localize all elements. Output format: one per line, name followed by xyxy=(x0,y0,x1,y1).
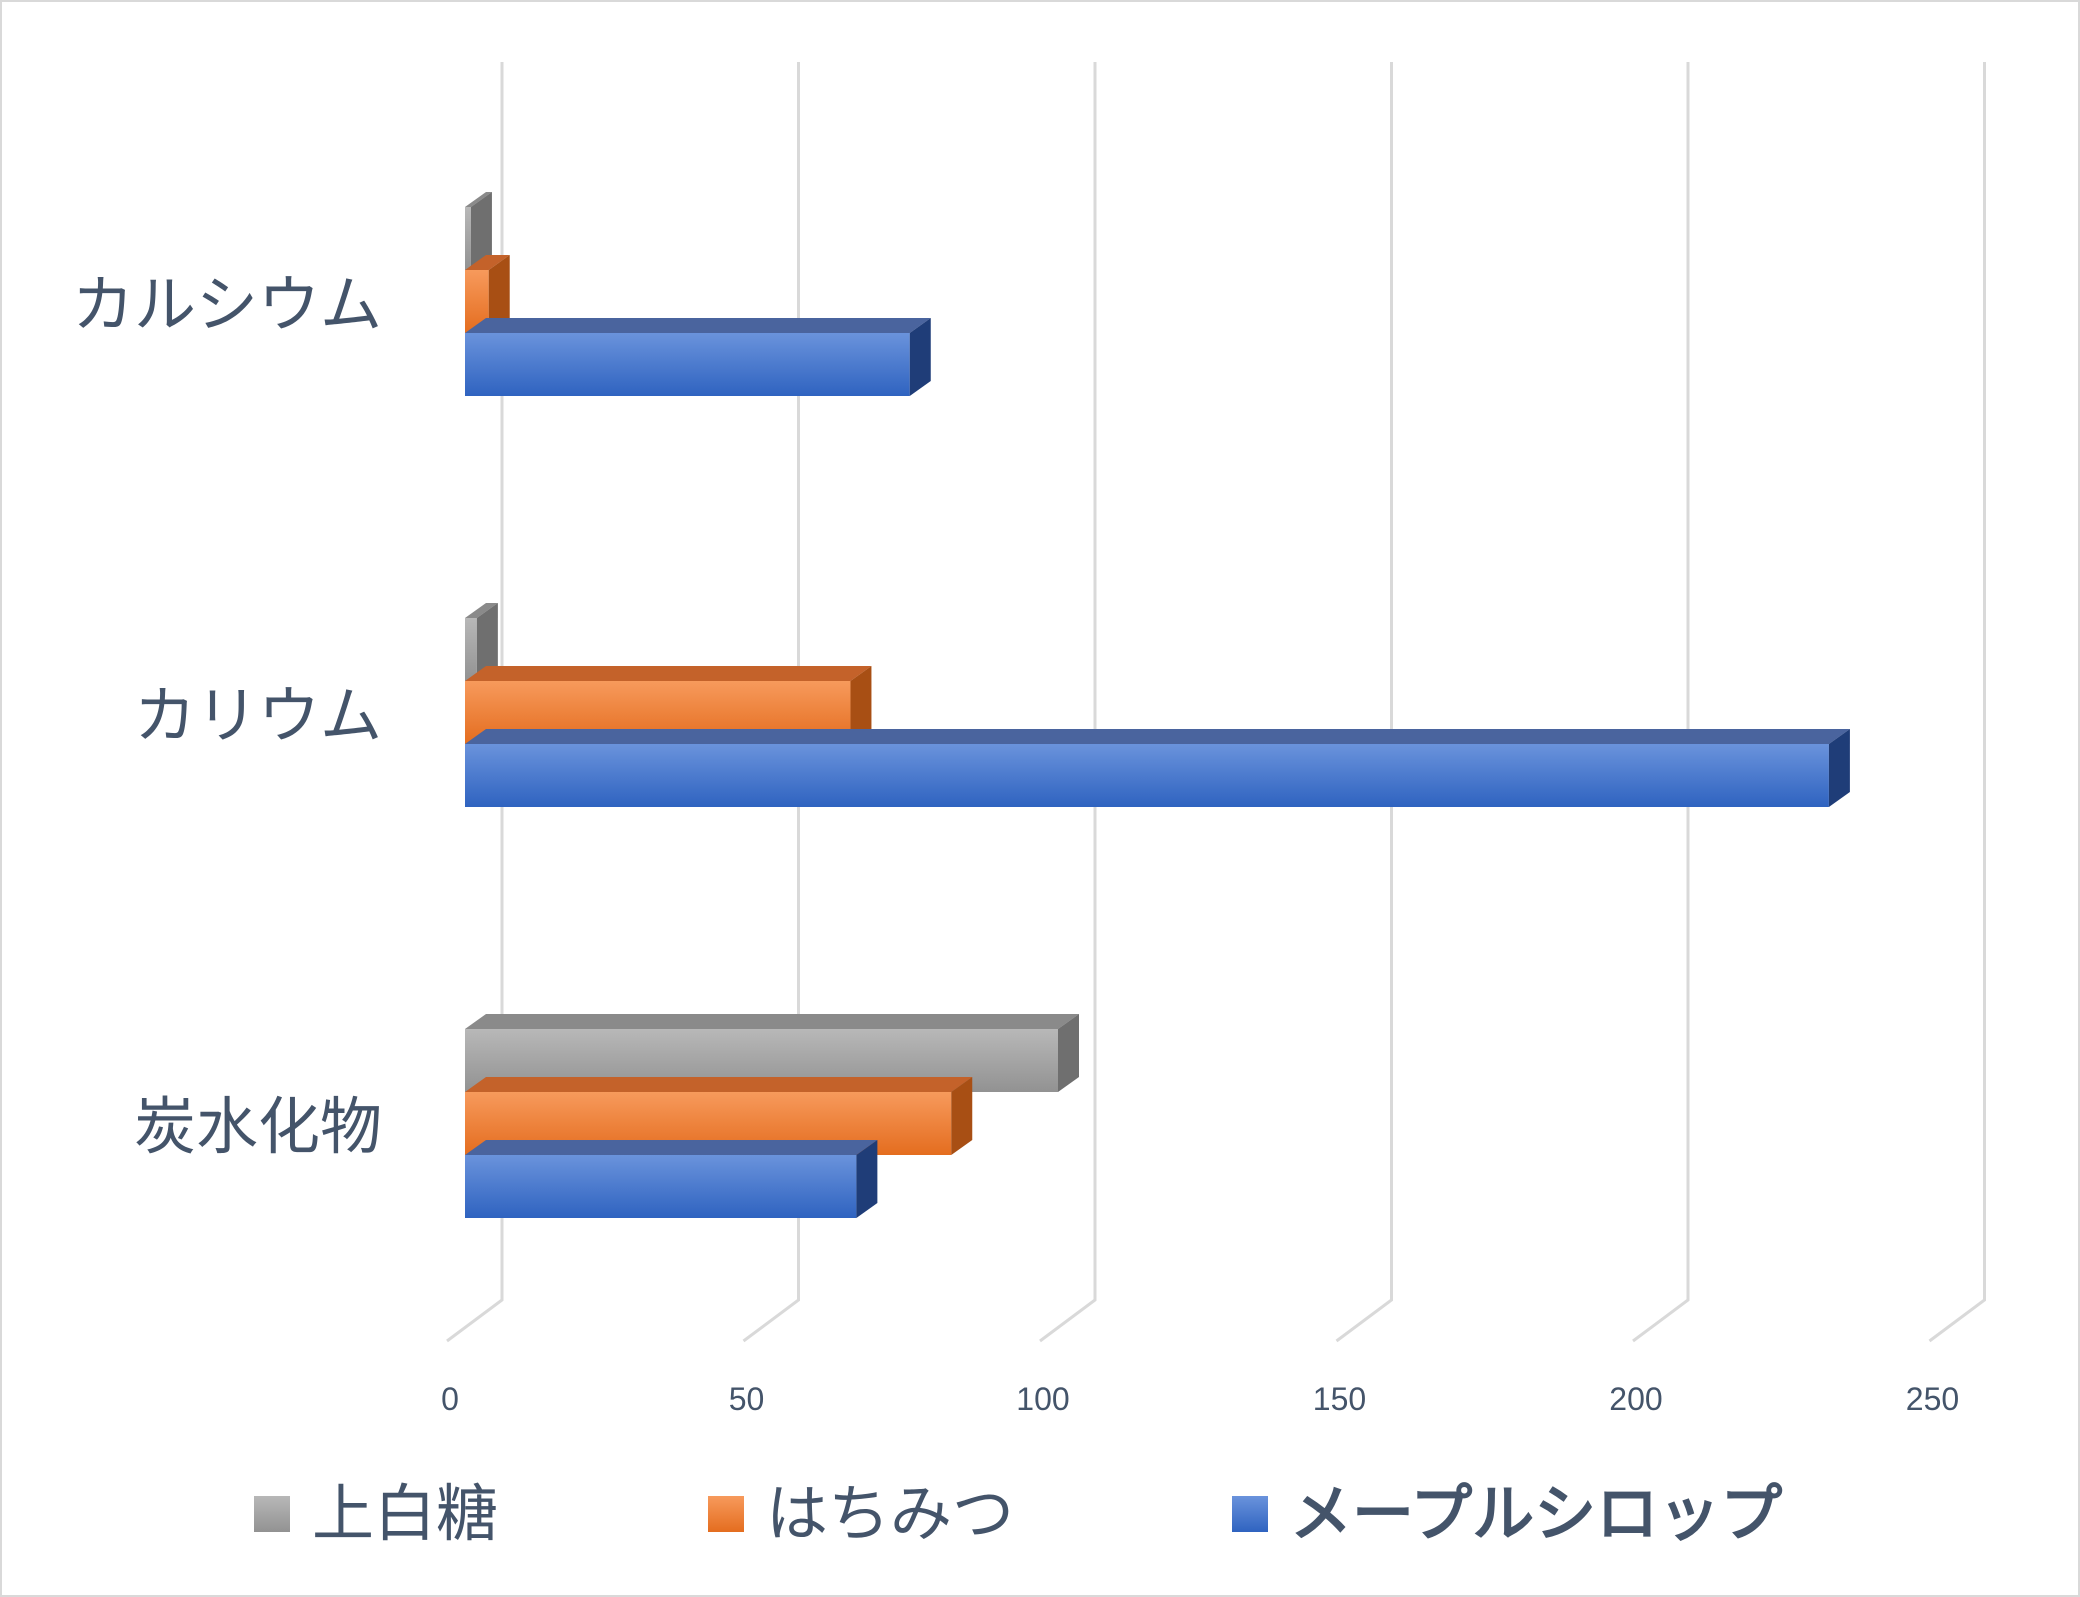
category-label: カリウム xyxy=(134,679,382,752)
legend-item: はちみつ xyxy=(708,1477,1014,1550)
legend-item: メープルシロップ xyxy=(1232,1477,1782,1550)
x-tick-label: 50 xyxy=(729,1381,765,1417)
bar xyxy=(465,318,931,396)
legend-swatch xyxy=(254,1496,290,1532)
gridline xyxy=(1039,62,1097,1343)
gridline xyxy=(1928,62,1986,1343)
gridline xyxy=(742,62,800,1343)
x-tick-label: 100 xyxy=(1016,1381,1069,1417)
x-tick-label: 0 xyxy=(441,1381,459,1417)
bar xyxy=(465,729,1850,807)
x-tick-label: 150 xyxy=(1313,1381,1366,1417)
bar xyxy=(465,603,498,681)
x-tick-label: 200 xyxy=(1609,1381,1662,1417)
bar xyxy=(465,1140,878,1218)
bar xyxy=(465,192,492,270)
legend-label: 上白糖 xyxy=(312,1477,498,1550)
legend-swatch xyxy=(1232,1496,1268,1532)
legend-label: はちみつ xyxy=(766,1477,1014,1550)
category-label: 炭水化物 xyxy=(134,1090,382,1163)
gridline xyxy=(446,62,504,1343)
category-label: カルシウム xyxy=(72,268,382,341)
gridline xyxy=(1335,62,1393,1343)
gridline xyxy=(1632,62,1690,1343)
legend-item: 上白糖 xyxy=(254,1477,498,1550)
legend-swatch xyxy=(708,1496,744,1532)
bar xyxy=(465,255,510,333)
x-tick-label: 250 xyxy=(1906,1381,1959,1417)
legend-label: メープルシロップ xyxy=(1290,1477,1782,1550)
